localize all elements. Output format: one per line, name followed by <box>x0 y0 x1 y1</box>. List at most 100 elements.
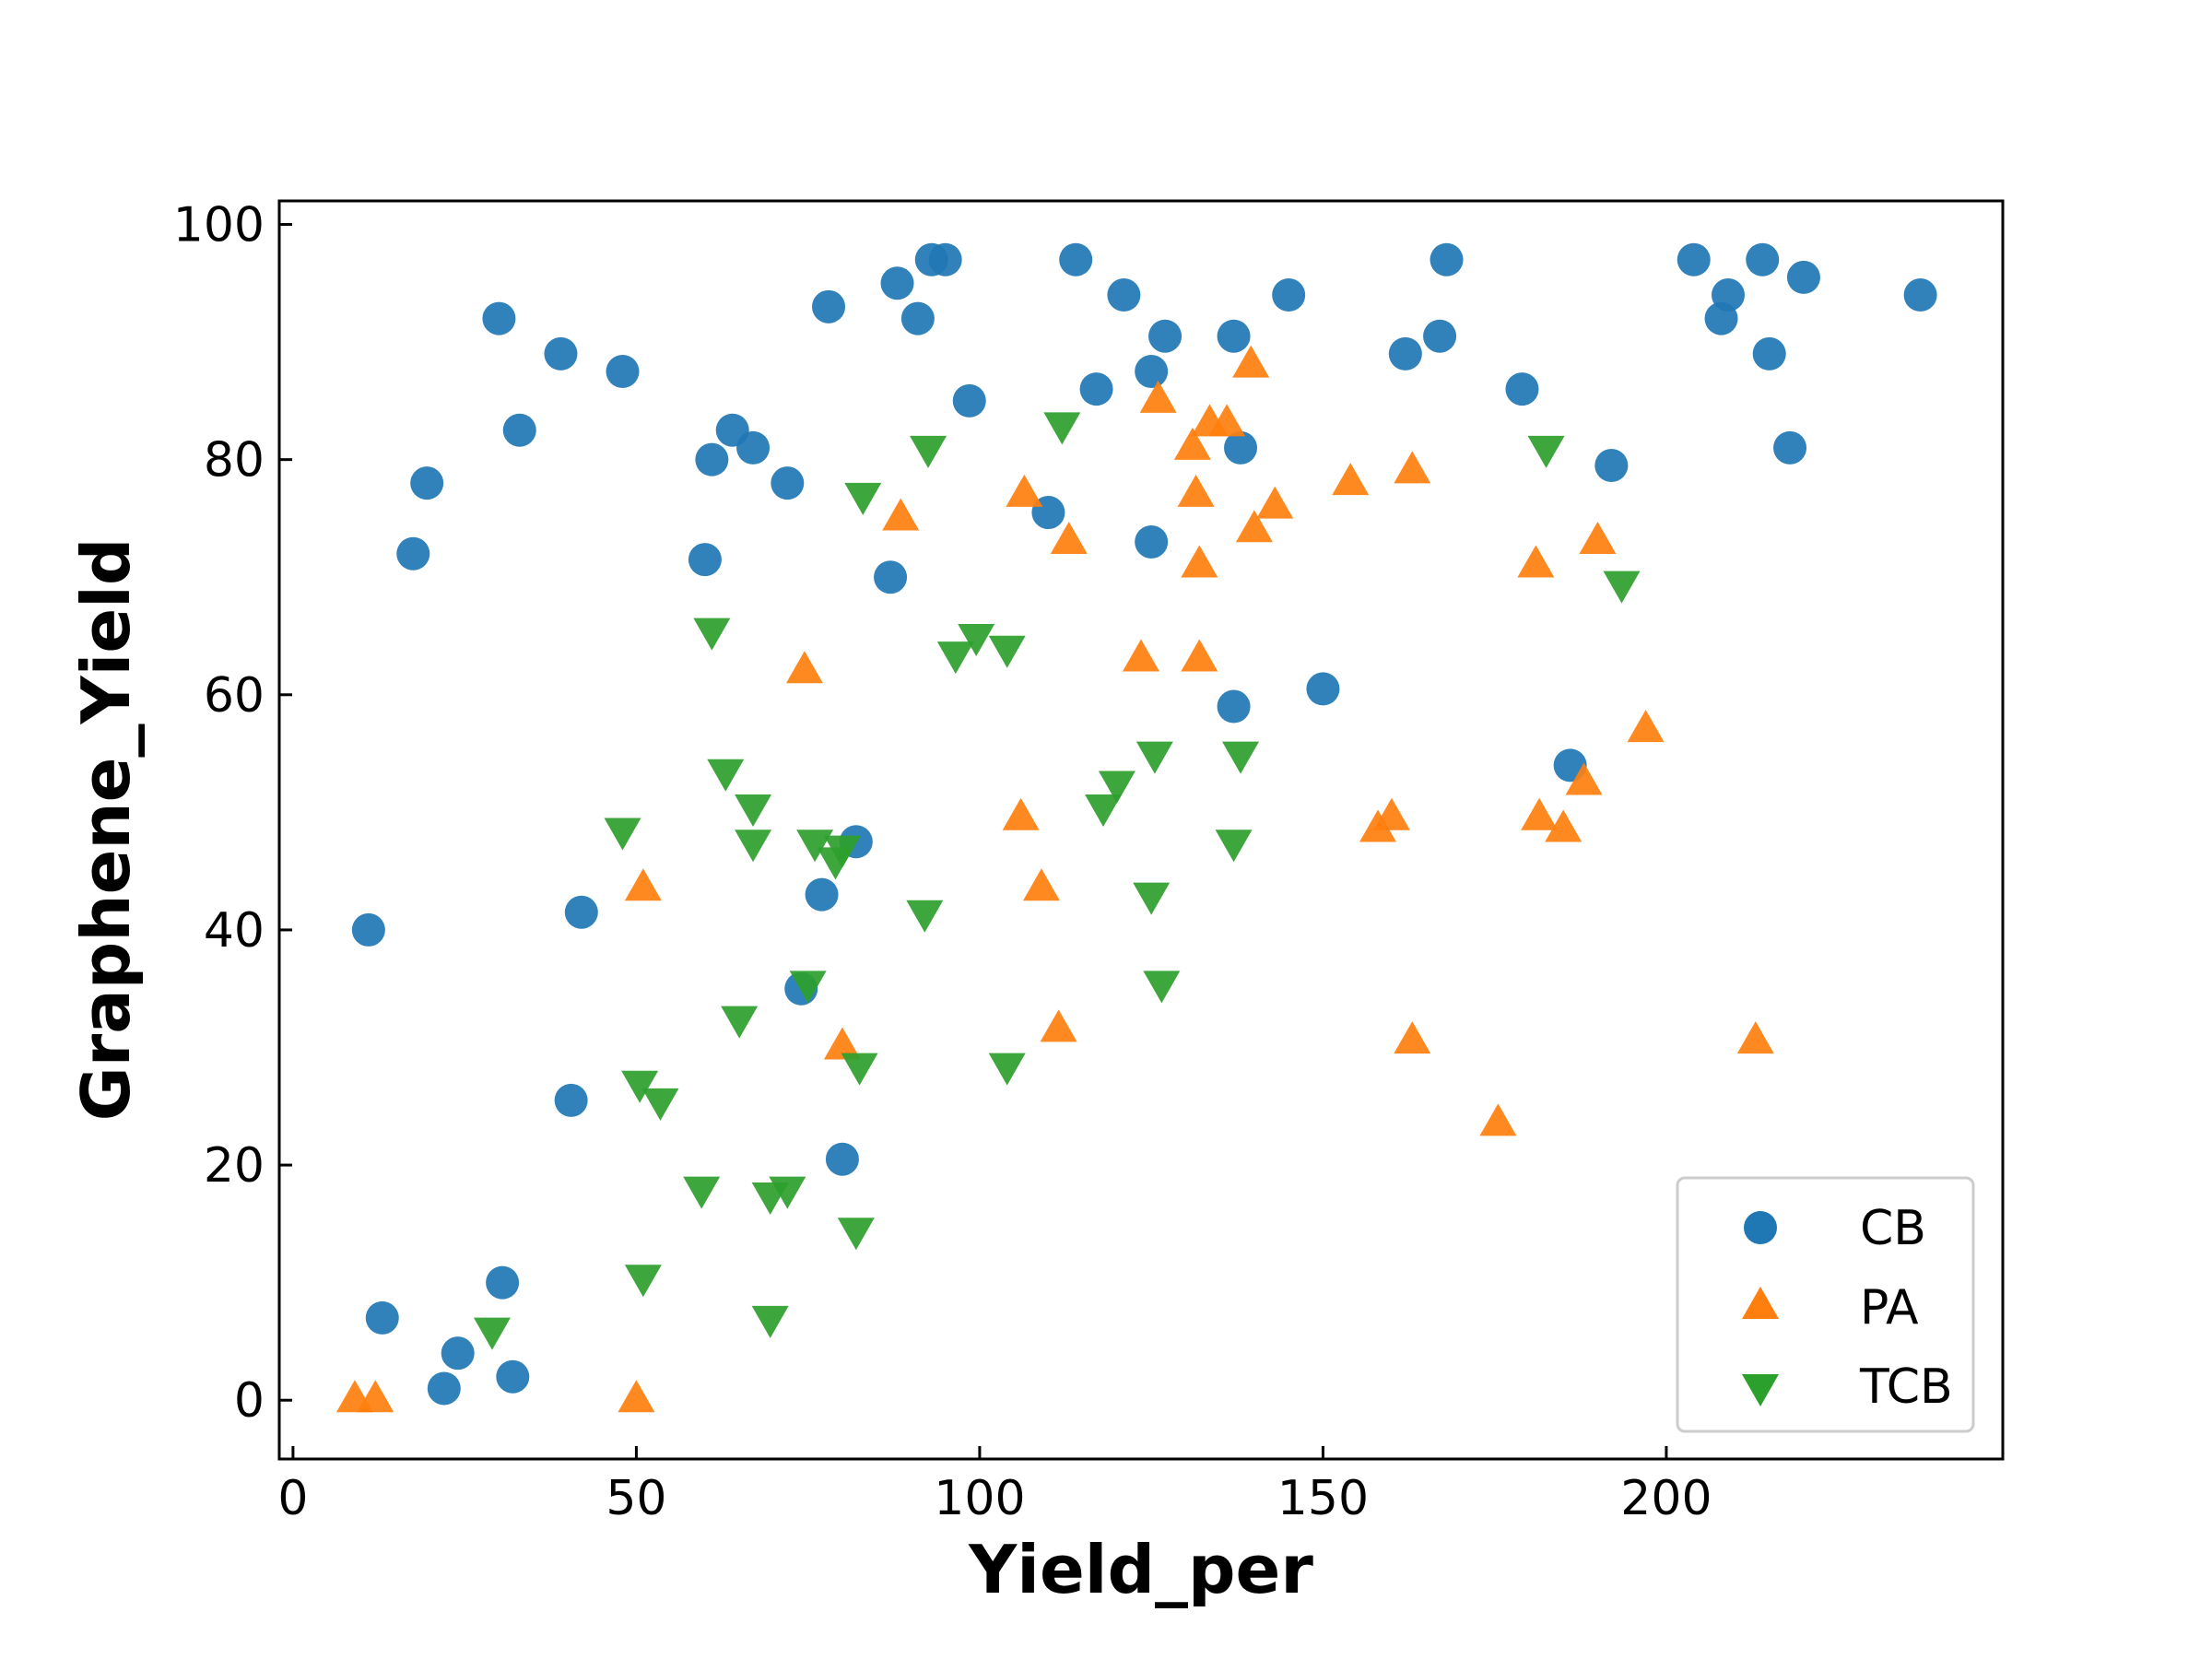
point-tcb <box>1133 882 1171 915</box>
point-tcb <box>906 900 944 933</box>
point-tcb <box>841 1053 878 1086</box>
point-cb <box>1746 242 1780 276</box>
point-pa <box>1123 639 1159 672</box>
point-pa <box>1627 710 1665 743</box>
point-tcb <box>789 971 827 1004</box>
point-pa <box>1579 521 1617 554</box>
point-pa <box>1372 797 1410 830</box>
point-pa <box>1177 474 1215 507</box>
point-tcb <box>624 1265 662 1298</box>
x-tick-label: 200 <box>1620 1471 1712 1526</box>
point-tcb <box>707 759 745 792</box>
point-cb <box>351 912 385 947</box>
point-cb <box>1107 278 1141 312</box>
point-cb <box>1217 319 1251 353</box>
point-cb <box>812 289 846 324</box>
x-axis-ticks: 0 50 100 150 200 <box>277 1446 1712 1526</box>
point-cb <box>441 1336 475 1371</box>
point-tcb <box>1043 412 1081 445</box>
point-cb <box>952 383 986 418</box>
data-points <box>335 242 1937 1413</box>
point-pa <box>1050 521 1088 554</box>
point-pa <box>1479 1103 1517 1136</box>
point-tcb <box>735 794 772 827</box>
point-tcb <box>837 1218 875 1251</box>
point-tcb <box>1222 741 1260 774</box>
point-tcb <box>604 818 641 851</box>
legend-marker-tcb <box>1742 1374 1779 1406</box>
point-cb <box>1135 354 1169 388</box>
point-tcb <box>1527 435 1565 468</box>
point-tcb <box>1098 771 1135 804</box>
point-pa <box>1022 868 1060 901</box>
point-tcb <box>936 641 974 675</box>
point-cb <box>1903 278 1937 312</box>
point-tcb <box>735 830 772 863</box>
point-cb <box>1677 242 1711 276</box>
x-tick-label: 50 <box>606 1471 666 1526</box>
point-cb <box>1217 689 1251 724</box>
point-cb <box>1505 372 1539 406</box>
point-pa <box>1235 510 1273 543</box>
point-cb <box>427 1371 461 1406</box>
point-tcb <box>988 635 1026 668</box>
point-cb <box>1224 430 1258 465</box>
point-pa <box>1565 762 1603 795</box>
point-cb <box>365 1300 399 1335</box>
legend-marker-pa <box>1742 1287 1779 1319</box>
y-tick-label: 40 <box>204 903 265 959</box>
point-cb <box>502 413 536 447</box>
point-pa <box>1006 474 1043 507</box>
point-cb <box>1272 278 1306 312</box>
point-tcb <box>693 618 731 651</box>
point-pa <box>1736 1021 1774 1054</box>
point-pa <box>1181 639 1218 672</box>
point-pa <box>785 651 823 684</box>
point-pa <box>1545 809 1583 842</box>
point-pa <box>1332 463 1370 496</box>
point-pa <box>882 498 920 531</box>
point-cb <box>1423 319 1457 353</box>
point-tcb <box>641 1088 679 1121</box>
y-tick-label: 0 <box>234 1373 265 1429</box>
point-cb <box>1059 242 1093 276</box>
point-cb <box>874 560 908 594</box>
legend: CB PA TCB <box>1676 1176 1975 1433</box>
point-pa <box>1181 545 1218 578</box>
legend-entries: CB PA TCB <box>1742 1201 1953 1415</box>
point-tcb <box>1135 741 1173 774</box>
point-cb <box>1594 449 1629 483</box>
point-cb <box>1430 242 1464 276</box>
point-pa <box>1517 545 1555 578</box>
point-cb <box>900 301 935 335</box>
x-tick-label: 150 <box>1277 1471 1369 1526</box>
point-tcb <box>910 435 947 468</box>
point-cb <box>496 1359 530 1394</box>
point-tcb <box>1215 830 1253 863</box>
y-axis-label: Graphene_Yield <box>67 538 145 1122</box>
plot-area-frame <box>277 199 2005 1461</box>
point-cb <box>396 536 430 571</box>
point-cb <box>1711 278 1745 312</box>
x-tick-label: 0 <box>277 1471 308 1526</box>
point-cb <box>1135 524 1169 559</box>
y-axis-ticks: 0 20 40 60 80 100 <box>173 198 292 1429</box>
x-tick-label: 100 <box>934 1471 1025 1526</box>
point-cb <box>486 1265 520 1300</box>
point-cb <box>410 466 444 500</box>
point-cb <box>1388 336 1422 371</box>
point-cb <box>1148 319 1182 353</box>
point-tcb <box>796 830 834 863</box>
point-pa <box>624 868 662 901</box>
legend-marker-cb <box>1744 1211 1777 1244</box>
y-tick-label: 60 <box>204 668 265 724</box>
y-tick-label: 100 <box>173 198 265 253</box>
point-tcb <box>844 482 882 515</box>
point-pa <box>1394 451 1431 484</box>
point-tcb <box>823 835 861 868</box>
point-tcb <box>683 1176 721 1209</box>
point-pa <box>1208 404 1246 437</box>
x-axis-label: Yield_per <box>968 1531 1313 1608</box>
legend-label-cb: CB <box>1860 1201 1926 1256</box>
point-cb <box>695 442 729 477</box>
